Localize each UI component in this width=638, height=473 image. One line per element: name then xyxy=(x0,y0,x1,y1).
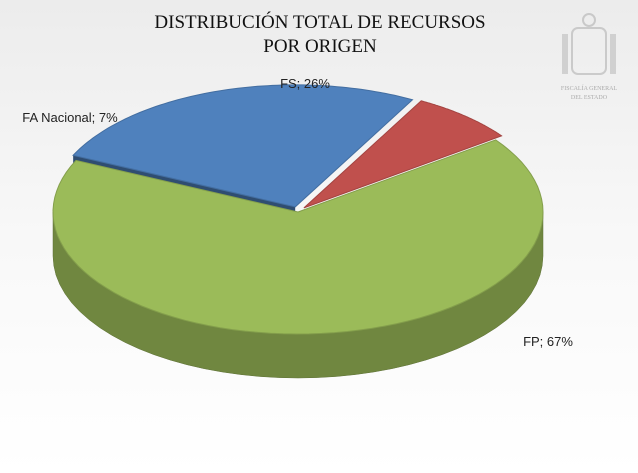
slice xyxy=(303,100,503,209)
data-label: FA Nacional; 7% xyxy=(22,110,118,125)
logo xyxy=(562,13,616,75)
slice xyxy=(72,84,414,208)
pie xyxy=(52,84,544,379)
logo-text: DEL ESTADO xyxy=(571,95,608,101)
logo-text: FISCALÍA GENERAL xyxy=(561,84,618,92)
data-label: FP; 67% xyxy=(523,334,573,349)
data-label: FS; 26% xyxy=(280,76,330,91)
chart-title: DISTRIBUCIÓN TOTAL DE RECURSOS xyxy=(154,11,485,33)
slice xyxy=(52,139,544,335)
chart-title: POR ORIGEN xyxy=(263,36,377,57)
